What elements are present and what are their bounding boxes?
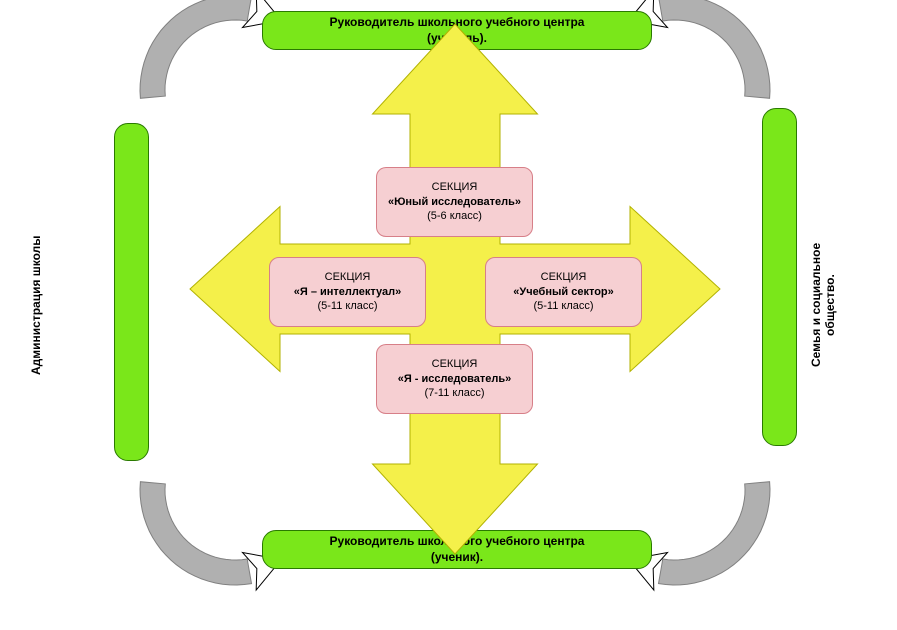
cross-arrow — [0, 0, 897, 630]
section-sub: (7-11 класс) — [424, 386, 484, 401]
diagram-stage: Руководитель школьного учебного центра (… — [0, 0, 897, 630]
section-header: СЕКЦИЯ — [541, 270, 587, 285]
section-header: СЕКЦИЯ — [432, 357, 478, 372]
section-title: «Юный исследователь» — [388, 195, 521, 210]
section-title: «Я - исследователь» — [398, 372, 512, 387]
section-sub: (5-6 класс) — [427, 209, 482, 224]
section-box-right: СЕКЦИЯ«Учебный сектор»(5-11 класс) — [485, 257, 642, 327]
section-box-top: СЕКЦИЯ«Юный исследователь»(5-6 класс) — [376, 167, 533, 237]
section-title: «Учебный сектор» — [513, 285, 614, 300]
section-box-left: СЕКЦИЯ«Я – интеллектуал»(5-11 класс) — [269, 257, 426, 327]
section-header: СЕКЦИЯ — [325, 270, 371, 285]
section-sub: (5-11 класс) — [533, 299, 593, 314]
section-header: СЕКЦИЯ — [432, 180, 478, 195]
section-sub: (5-11 класс) — [317, 299, 377, 314]
section-title: «Я – интеллектуал» — [294, 285, 401, 300]
section-box-bottom: СЕКЦИЯ«Я - исследователь»(7-11 класс) — [376, 344, 533, 414]
